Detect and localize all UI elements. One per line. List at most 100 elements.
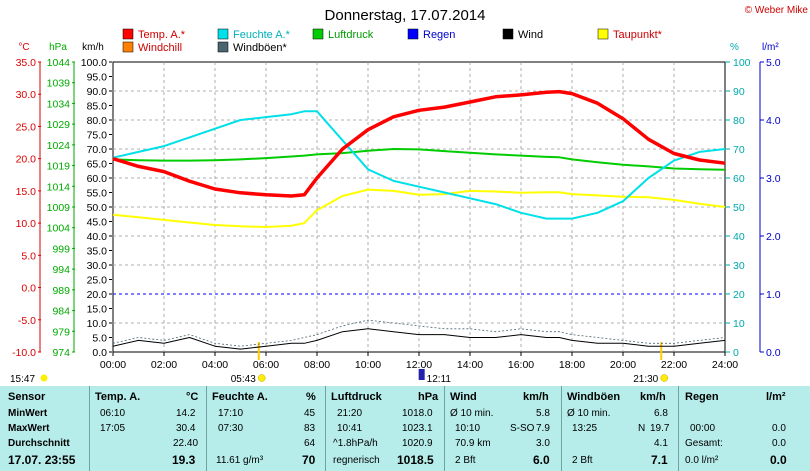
axis-tick-label: 12:00 bbox=[406, 359, 432, 371]
axis-tick-label: 1014 bbox=[47, 181, 71, 193]
legend-label: Luftdruck bbox=[328, 29, 374, 41]
axis-tick-label: 10 bbox=[733, 318, 745, 330]
legend-swatch bbox=[597, 28, 609, 40]
cell: 7.1 bbox=[651, 453, 668, 467]
cell: 22.40 bbox=[173, 438, 199, 449]
copyright-label: © Weber Mike bbox=[745, 5, 809, 16]
sunset-icon bbox=[660, 374, 668, 382]
axis-tick-label: 3.0 bbox=[766, 173, 781, 185]
axis-tick-label: -5.0 bbox=[18, 315, 36, 327]
cell: regnerisch bbox=[333, 455, 380, 466]
axis-tick-label: 30 bbox=[733, 260, 745, 272]
legend-swatch bbox=[122, 28, 134, 40]
axis-tick-label: 60 bbox=[733, 173, 745, 185]
axis-tick-label: 10:00 bbox=[355, 359, 381, 371]
press-unit: hPa bbox=[418, 391, 439, 403]
axis-tick-label: 25.0 bbox=[16, 121, 37, 133]
axis-tick-label: 0.0 bbox=[21, 283, 36, 295]
axis-tick-label: 50 bbox=[733, 202, 745, 214]
axis-tick-label: 1039 bbox=[47, 78, 71, 90]
axis-tick-label: 979 bbox=[52, 326, 70, 338]
cell: 4.1 bbox=[654, 438, 668, 449]
row-label: MinWert bbox=[8, 408, 48, 419]
legend-swatch bbox=[217, 28, 229, 40]
legend-label: Feuchte A.* bbox=[233, 29, 291, 41]
sensor-header: Sensor bbox=[8, 391, 46, 403]
axis-tick-label: 1034 bbox=[47, 98, 71, 110]
legend-swatch bbox=[217, 41, 229, 53]
axis-tick-label: 15.0 bbox=[87, 304, 108, 316]
cell: 19.3 bbox=[172, 453, 196, 467]
axis-tick-label: -10.0 bbox=[12, 347, 36, 359]
sunrise-icon bbox=[258, 374, 266, 382]
legend-swatch bbox=[502, 28, 514, 40]
axis-tick-label: 4.0 bbox=[766, 115, 781, 127]
cell: 1018.5 bbox=[397, 453, 434, 467]
noon-time: 12:11 bbox=[427, 374, 452, 385]
axis-tick-label: 30.0 bbox=[16, 89, 37, 101]
axis-tick-label: 5.0 bbox=[92, 333, 107, 345]
axis-tick-label: 1009 bbox=[47, 202, 71, 214]
sunrise-time: 05:43 bbox=[231, 374, 256, 385]
axis-tick-label: 06:00 bbox=[253, 359, 279, 371]
cell: 45 bbox=[304, 408, 316, 419]
axis-tick-label: 1.0 bbox=[766, 289, 781, 301]
axis-tick-label: 40.0 bbox=[87, 231, 108, 243]
cell: 10:10 bbox=[455, 423, 481, 434]
axis-tick-label: 989 bbox=[52, 285, 70, 297]
axis-tick-label: 60.0 bbox=[87, 173, 108, 185]
sunset-time: 21:30 bbox=[633, 374, 658, 385]
cell: 07:30 bbox=[218, 423, 244, 434]
axis-unit-label: km/h bbox=[82, 42, 104, 53]
cell: Ø 10 min. bbox=[567, 408, 611, 419]
cell: 13:25 bbox=[572, 423, 598, 434]
moon-icon bbox=[40, 374, 48, 382]
legend-swatch bbox=[122, 41, 134, 53]
cell: 1020.9 bbox=[402, 438, 433, 449]
axis-tick-label: 50.0 bbox=[87, 202, 108, 214]
axis-tick-label: 16:00 bbox=[508, 359, 534, 371]
rain-header: Regen bbox=[685, 391, 719, 403]
row-label: 17.07. 23:55 bbox=[8, 453, 76, 467]
axis-tick-label: 5.0 bbox=[766, 57, 781, 69]
noon-marker bbox=[418, 369, 425, 380]
axis-tick-label: 90 bbox=[733, 86, 745, 98]
axis-tick-label: 984 bbox=[52, 306, 70, 318]
axis-tick-label: 1019 bbox=[47, 161, 71, 173]
axis-tick-label: 55.0 bbox=[87, 188, 108, 200]
axis-tick-label: 20:00 bbox=[610, 359, 636, 371]
axis-tick-label: 15.0 bbox=[16, 186, 37, 198]
axis-tick-label: 70.0 bbox=[87, 144, 108, 156]
axis-unit-label: hPa bbox=[49, 42, 67, 53]
axis-tick-label: 0 bbox=[733, 347, 739, 359]
series-line-windben bbox=[112, 319, 726, 347]
legend-label: Taupunkt* bbox=[613, 29, 663, 41]
chart-axes: °C hPa km/h% l/m² 35.0 30.0 25.0 20.0 15.0 10.0 5.… bbox=[10, 42, 781, 385]
axis-tick-label: 65.0 bbox=[87, 159, 108, 171]
axis-tick-label: 1044 bbox=[47, 57, 71, 69]
axis-tick-label: 25.0 bbox=[87, 275, 108, 287]
table-row: Durchschnitt 22.40 64 ^1.8hPa/h 1020.9 7… bbox=[0, 436, 810, 451]
axis-tick-label: 95.0 bbox=[87, 72, 108, 84]
series-line-tempa bbox=[112, 89, 726, 198]
axis-tick-label: 10.0 bbox=[87, 318, 108, 330]
wind-header: Wind bbox=[450, 391, 477, 403]
series-line-luftdruck bbox=[112, 148, 726, 171]
axis-tick-label: 14:00 bbox=[457, 359, 483, 371]
cell: Gesamt: bbox=[685, 438, 723, 449]
axis-tick-label: 80.0 bbox=[87, 115, 108, 127]
axis-unit-label: l/m² bbox=[762, 42, 779, 53]
axis-tick-label: 00:00 bbox=[100, 359, 126, 371]
cell: N bbox=[638, 423, 646, 434]
legend-label: Wind bbox=[518, 29, 543, 41]
axis-tick-label: 999 bbox=[52, 243, 70, 255]
weather-chart: Donnerstag, 17.07.2014 © Weber Mike Temp… bbox=[10, 5, 809, 385]
cell: 3.0 bbox=[536, 438, 550, 449]
table-row: MaxWert 17:05 30.4 07:30 83 10:41 1023.1… bbox=[0, 421, 810, 436]
axis-tick-label: 35.0 bbox=[16, 57, 37, 69]
axis-tick-label: 0.0 bbox=[92, 347, 107, 359]
row-label: Durchschnitt bbox=[8, 438, 70, 449]
axis-tick-label: 40 bbox=[733, 231, 745, 243]
axis-tick-label: 1024 bbox=[47, 140, 71, 152]
cell: 1018.0 bbox=[402, 408, 433, 419]
